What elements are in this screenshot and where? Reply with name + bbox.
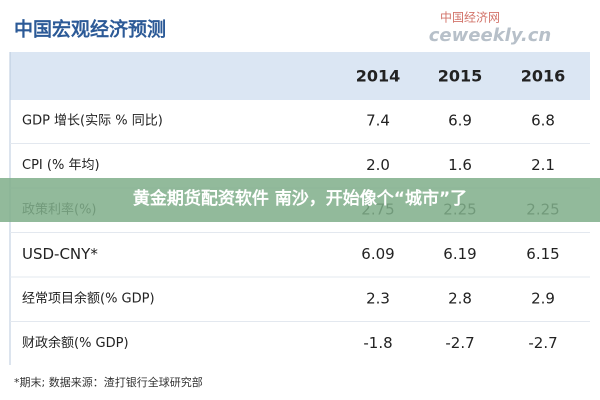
banner-text: 黄金期货配资软件 南沙，开始像个“城市”了 bbox=[133, 188, 467, 209]
row-label: USD-CNY* bbox=[22, 245, 98, 263]
cell: 6.8 bbox=[531, 112, 555, 130]
cell: 7.4 bbox=[366, 112, 390, 130]
row-label: 财政余额(% GDP) bbox=[22, 335, 129, 351]
cell: 6.19 bbox=[443, 245, 476, 263]
cell: 6.9 bbox=[448, 112, 472, 130]
row-label: GDP 增长(实际 % 同比) bbox=[22, 114, 163, 129]
watermark: 中国经济网 bbox=[440, 10, 500, 25]
column-header: 2014 bbox=[356, 67, 401, 86]
cell: 2.3 bbox=[366, 290, 390, 308]
cell: -2.7 bbox=[528, 334, 557, 352]
cell: 2.8 bbox=[448, 290, 472, 308]
banner bbox=[0, 178, 600, 222]
cell: 1.6 bbox=[448, 156, 472, 174]
row-label: 经常项目余额(% GDP) bbox=[22, 291, 155, 307]
column-header: 2016 bbox=[521, 67, 566, 86]
cell: 6.09 bbox=[361, 245, 394, 263]
watermark-url: ceweekly.cn bbox=[429, 25, 551, 46]
cell: 2.9 bbox=[531, 290, 555, 308]
cell: 6.15 bbox=[526, 245, 559, 263]
cell: -2.7 bbox=[445, 334, 474, 352]
title: 中国宏观经济预测 bbox=[14, 18, 166, 41]
cell: 2.0 bbox=[366, 156, 390, 174]
row-label: CPI (% 年均) bbox=[22, 158, 100, 173]
cell: 2.1 bbox=[531, 156, 555, 174]
header-row bbox=[10, 52, 590, 100]
column-header: 2015 bbox=[438, 67, 483, 86]
cell: -1.8 bbox=[363, 334, 392, 352]
footnote: *期末; 数据来源：渣打银行全球研究部 bbox=[14, 375, 203, 389]
